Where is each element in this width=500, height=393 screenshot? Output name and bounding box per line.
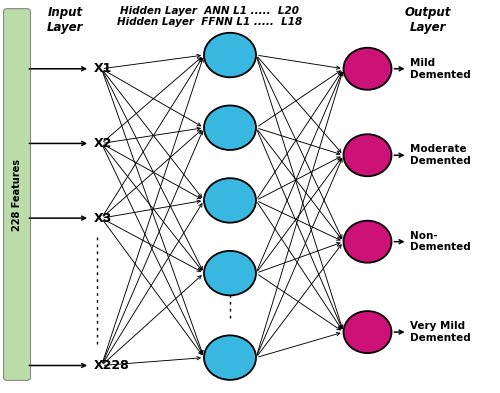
- Text: X2: X2: [94, 137, 112, 150]
- Text: Hidden Layer  ANN L1 .....  L20
Hidden Layer  FFNN L1 .....  L18: Hidden Layer ANN L1 ..... L20 Hidden Lay…: [118, 6, 302, 28]
- Text: X228: X228: [94, 359, 130, 372]
- Text: X3: X3: [94, 211, 112, 225]
- Text: Non-
Demented: Non- Demented: [410, 231, 471, 252]
- Text: X1: X1: [94, 62, 112, 75]
- Text: Mild
Demented: Mild Demented: [410, 58, 471, 79]
- Text: Moderate
Demented: Moderate Demented: [410, 145, 471, 166]
- FancyBboxPatch shape: [4, 9, 30, 380]
- Ellipse shape: [204, 178, 256, 223]
- Ellipse shape: [204, 251, 256, 296]
- Ellipse shape: [344, 311, 392, 353]
- Ellipse shape: [344, 134, 392, 176]
- Text: Very Mild
Demented: Very Mild Demented: [410, 321, 471, 343]
- Ellipse shape: [344, 221, 392, 263]
- Ellipse shape: [344, 48, 392, 90]
- Text: 228 Features: 228 Features: [12, 158, 22, 231]
- Ellipse shape: [204, 33, 256, 77]
- Ellipse shape: [204, 335, 256, 380]
- Ellipse shape: [204, 105, 256, 150]
- Text: Input
Layer: Input Layer: [47, 6, 83, 34]
- Text: Output
Layer: Output Layer: [404, 6, 450, 34]
